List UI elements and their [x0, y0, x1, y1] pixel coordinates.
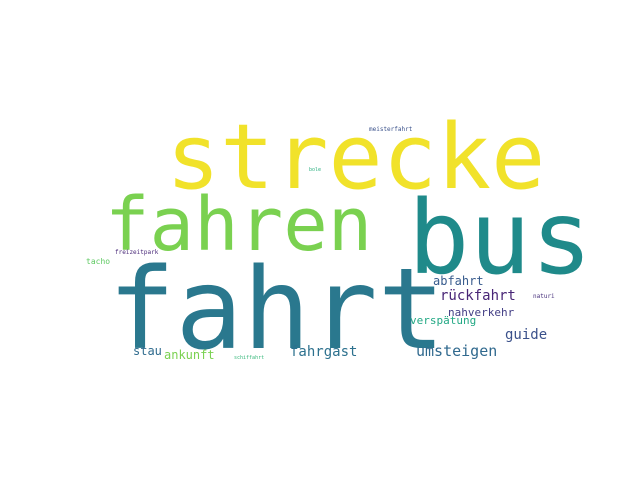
word-schiffahrt: schiffahrt	[234, 355, 265, 361]
word-meisterfahrt: meisterfahrt	[369, 126, 413, 133]
word-freizeitpark: freizeitpark	[115, 249, 159, 256]
word-stau: stau	[133, 344, 162, 358]
word-ruckfahrt: rückfahrt	[440, 288, 516, 304]
word-strecke: strecke	[166, 105, 546, 210]
word-abfahrt: abfahrt	[433, 274, 484, 288]
word-bus: bus	[408, 179, 593, 298]
word-umsteigen: umsteigen	[416, 342, 498, 360]
word-fahrgast: fahrgast	[290, 344, 358, 360]
word-ankunft: ankunft	[164, 348, 215, 362]
word-naturi: naturi	[533, 293, 555, 300]
word-fahrt: fahrt	[108, 245, 446, 375]
word-fahren: fahren	[105, 182, 373, 268]
word-bole: bole	[309, 167, 322, 173]
word-nahverkehr: nahverkehr	[448, 306, 515, 319]
word-guide: guide	[505, 327, 548, 343]
word-tacho: tacho	[86, 257, 111, 266]
word-verspatung: verspätung	[410, 314, 477, 327]
